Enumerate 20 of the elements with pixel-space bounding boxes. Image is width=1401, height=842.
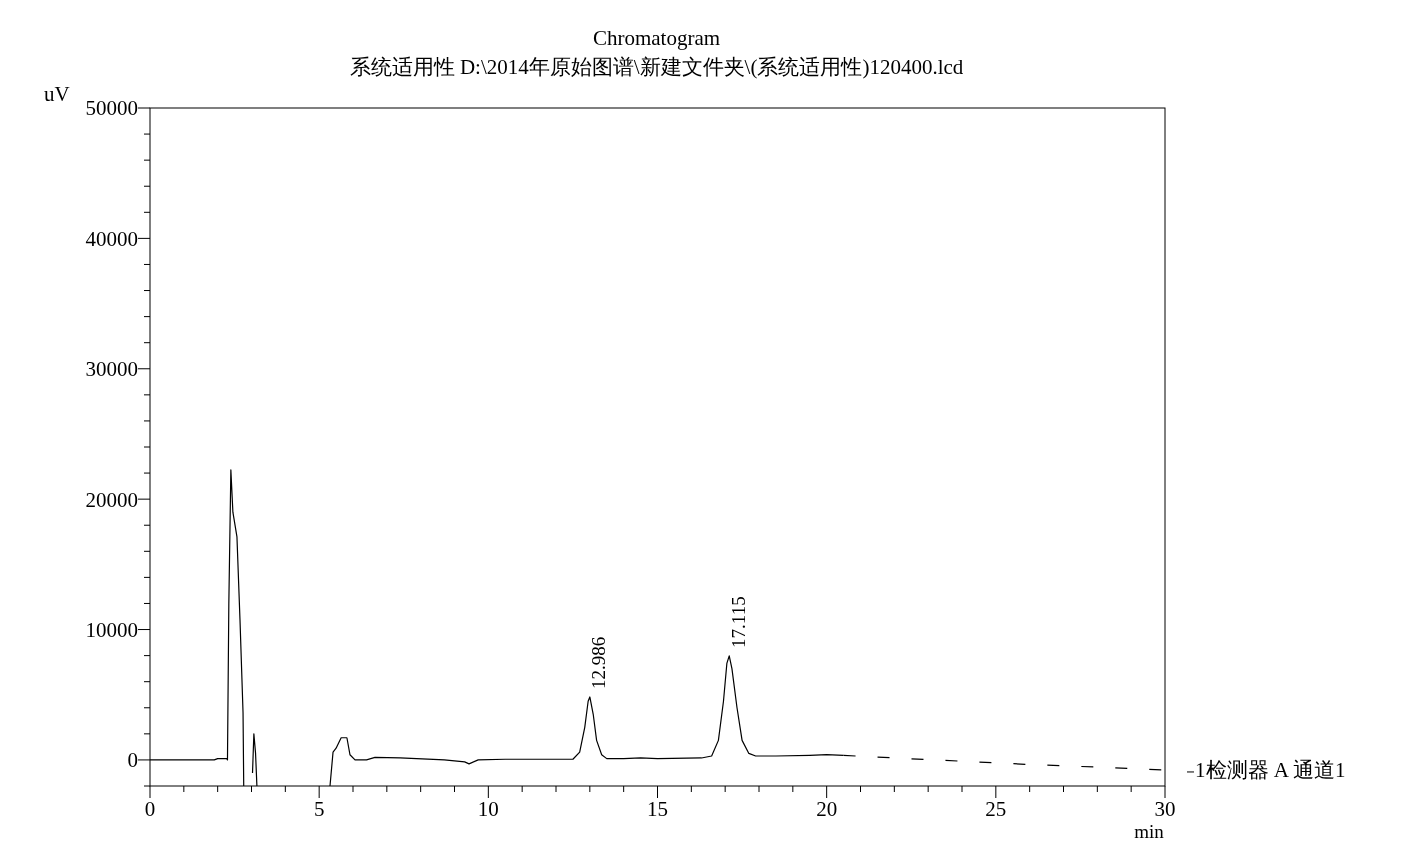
x-tick-label: 20	[816, 797, 838, 821]
x-tick-label: 15	[647, 797, 668, 821]
legend-label: 1检测器 A 通道1	[1195, 758, 1346, 783]
annotation: 12.986	[588, 636, 610, 689]
y-tick-label: 40000	[85, 226, 138, 251]
x-tick-label: 30	[1154, 797, 1176, 821]
y-tick-label: 20000	[85, 487, 138, 512]
y-tick-label: 30000	[85, 357, 138, 382]
annotation: 17.115	[728, 596, 750, 648]
y-tick-label: 50000	[85, 96, 138, 121]
x-tick-label: 0	[144, 797, 156, 821]
chart-subtitle: 系统适用性 D:\2014年原始图谱\新建文件夹\(系统适用性)120400.lcd	[349, 55, 964, 79]
y-axis-title: uV	[44, 82, 70, 106]
y-tick-label: 0	[127, 748, 138, 773]
x-tick-label: 5	[313, 797, 325, 821]
x-tick-label: 25	[985, 797, 1007, 821]
x-tick-label: 10	[477, 797, 499, 821]
x-axis-title: min	[1134, 821, 1165, 842]
y-tick-label: 10000	[85, 617, 138, 642]
chart-title: Chromatogram	[592, 26, 721, 50]
